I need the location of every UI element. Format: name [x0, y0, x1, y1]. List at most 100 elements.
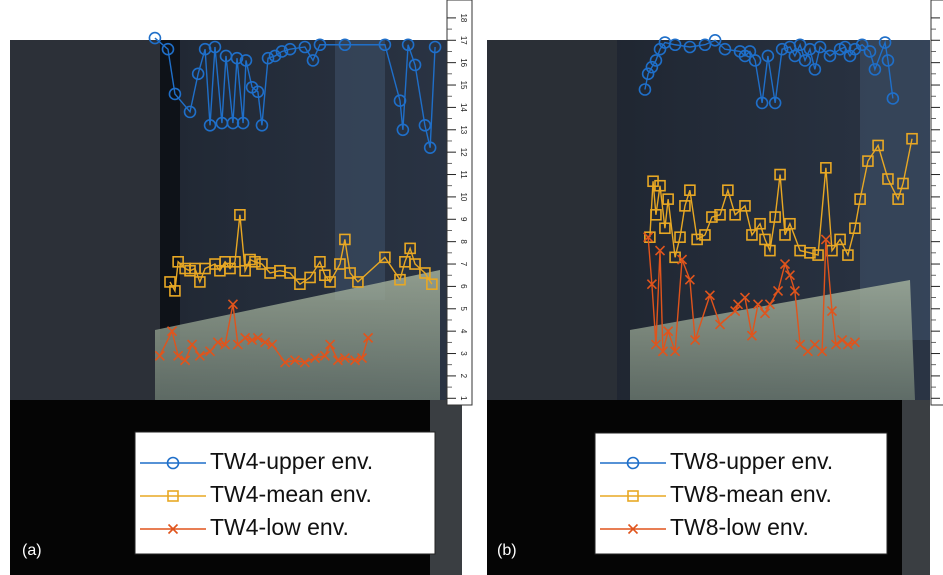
legend-label: TW4-low env.: [210, 514, 349, 540]
marker: [670, 346, 681, 357]
ruler-label: 15: [459, 81, 468, 90]
marker: [759, 233, 771, 246]
marker: [882, 173, 894, 185]
marker: [173, 350, 184, 361]
marker: [755, 96, 769, 110]
marker: [868, 63, 882, 76]
marker: [236, 116, 250, 130]
legend-label: TW4-upper env.: [210, 448, 373, 474]
marker: [643, 232, 654, 243]
marker: [679, 200, 691, 212]
marker: [408, 58, 422, 72]
marker: [657, 346, 668, 357]
marker: [298, 40, 312, 54]
marker: [746, 229, 758, 241]
marker: [284, 267, 296, 279]
marker: [714, 209, 726, 221]
marker: [823, 49, 837, 63]
marker: [764, 299, 775, 310]
marker: [148, 31, 162, 45]
marker: [247, 335, 258, 346]
marker: [401, 38, 415, 52]
marker: [729, 209, 741, 221]
marker: [842, 339, 853, 350]
marker: [428, 40, 442, 54]
marker: [849, 222, 861, 235]
marker: [332, 355, 343, 366]
marker: [863, 45, 877, 58]
marker: [255, 119, 269, 132]
marker: [684, 274, 695, 285]
ruler-label: 8: [459, 239, 468, 244]
legend-label: TW8-mean env.: [670, 481, 832, 507]
legend-entries-a: TW4-upper env. TW4-mean env. TW4-low env.: [140, 448, 373, 540]
marker: [194, 276, 206, 288]
marker: [788, 49, 802, 63]
marker: [261, 51, 275, 65]
ruler-label: 16: [459, 58, 468, 67]
marker: [754, 217, 766, 230]
marker: [627, 490, 639, 502]
marker: [663, 326, 674, 337]
marker: [830, 339, 842, 350]
marker: [229, 255, 241, 268]
marker: [379, 251, 391, 264]
marker: [759, 308, 771, 319]
ruler-label: 11: [459, 170, 468, 179]
marker: [690, 335, 701, 346]
marker: [404, 242, 416, 255]
marker: [820, 234, 831, 245]
ruler-label: 10: [459, 192, 468, 201]
marker: [167, 490, 179, 502]
marker: [878, 36, 892, 49]
marker: [230, 51, 244, 65]
marker: [674, 231, 686, 243]
marker: [203, 119, 217, 132]
marker: [280, 357, 291, 368]
marker: [313, 38, 327, 52]
marker: [769, 211, 781, 223]
marker: [294, 278, 306, 290]
marker: [789, 285, 800, 296]
marker: [834, 233, 846, 246]
marker: [234, 209, 246, 221]
legend-label: TW8-low env.: [670, 514, 809, 540]
marker: [304, 271, 316, 284]
marker: [842, 249, 854, 261]
marker: [752, 299, 764, 310]
ruler-label: 2: [459, 374, 468, 379]
marker: [393, 94, 407, 107]
panel-label: (b): [497, 542, 517, 559]
marker: [419, 267, 431, 279]
ruler-label: 3: [459, 351, 468, 356]
marker: [906, 132, 918, 145]
marker: [638, 83, 652, 96]
marker: [730, 305, 741, 317]
marker: [172, 255, 184, 268]
marker: [897, 177, 909, 190]
marker: [774, 168, 786, 181]
marker: [662, 193, 674, 205]
marker: [208, 40, 222, 54]
marker: [275, 45, 289, 58]
marker: [418, 119, 432, 132]
panel-label: (a): [22, 542, 42, 559]
marker: [309, 352, 321, 364]
marker: [394, 273, 406, 286]
marker: [378, 38, 392, 52]
marker: [194, 350, 205, 361]
marker: [191, 67, 205, 81]
marker: [426, 278, 438, 290]
marker: [396, 123, 410, 137]
marker: [698, 38, 712, 52]
marker: [356, 352, 368, 364]
marker: [768, 96, 782, 110]
marker: [251, 85, 265, 99]
marker: [227, 299, 239, 310]
marker: [779, 258, 791, 270]
ruler-label: 5: [459, 307, 468, 312]
marker: [268, 49, 282, 63]
marker: [314, 255, 326, 268]
